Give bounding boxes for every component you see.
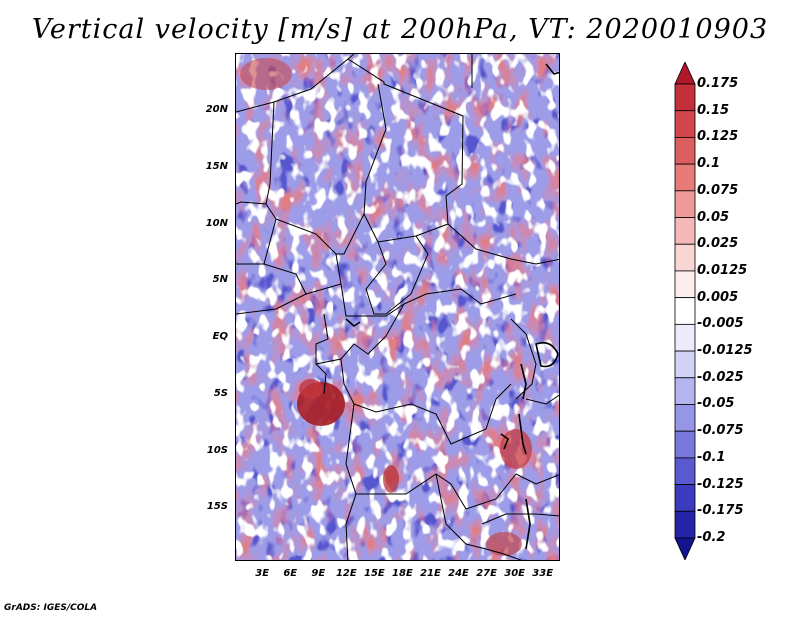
strong-updraft-patches (240, 58, 532, 556)
colorbar-tick-label: -0.125 (697, 476, 744, 492)
grads-credit: GrADS: IGES/COLA (4, 603, 98, 613)
longitude-label: 6E (283, 568, 298, 579)
colorbar-swatch (674, 377, 696, 405)
colorbar-tick-label: 0.075 (697, 182, 739, 198)
colorbar-tick-label: -0.2 (697, 530, 726, 545)
colorbar-swatch (674, 323, 696, 352)
colorbar-tick-label: 0.125 (697, 129, 739, 145)
longitude-label: 12E (335, 568, 357, 579)
colorbar-swatch (674, 190, 696, 218)
longitude-label: 18E (392, 568, 413, 579)
lakes-and-coastline (345, 63, 559, 550)
colorbar-tick-label: 0.05 (697, 209, 730, 225)
colorbar-tick-label: 0.175 (697, 76, 739, 91)
colorbar-swatch (674, 163, 696, 192)
longitude-label: 21E (420, 568, 441, 579)
latitude-label: 5N (212, 274, 228, 286)
colorbar-swatch (674, 430, 696, 459)
colorbar-swatch (674, 83, 696, 112)
latitude-label: EQ (212, 331, 228, 343)
colorbar (674, 62, 696, 560)
longitude-label: 30E (504, 568, 525, 579)
latitude-label: 10S (206, 444, 228, 456)
colorbar-swatch (674, 243, 696, 272)
colorbar-tick-label: -0.025 (697, 369, 744, 385)
longitude-label: 24E (448, 568, 469, 579)
colorbar-tick-label: 0.15 (697, 102, 730, 118)
latitude-label: 15N (205, 160, 228, 172)
longitude-label: 33E (532, 568, 554, 579)
colorbar-tick-label: -0.0125 (697, 343, 753, 359)
colorbar-swatch (674, 297, 696, 325)
colorbar-swatch (674, 537, 696, 560)
colorbar-swatch (674, 110, 696, 138)
colorbar-swatch (674, 510, 696, 539)
velocity-field-map (236, 54, 559, 560)
latitude-label: 15S (206, 501, 228, 513)
latitude-label: 5S (213, 387, 228, 399)
colorbar-swatch (674, 457, 696, 485)
colorbar-tick-label: -0.05 (697, 396, 735, 412)
colorbar-swatch (674, 137, 696, 165)
colorbar-tick-label: 0.025 (697, 236, 739, 252)
latitude-label: 20N (205, 104, 228, 116)
longitude-label: 3E (255, 568, 270, 579)
colorbar-swatch (674, 350, 696, 379)
latitude-label: 10N (205, 217, 228, 229)
colorbar-swatch (674, 62, 696, 85)
map-panel (235, 53, 560, 561)
colorbar-tick-label: -0.005 (697, 316, 744, 332)
colorbar-tick-label: 0.0125 (697, 262, 748, 278)
colorbar-swatch (674, 484, 696, 512)
colorbar-tick-label: -0.175 (697, 503, 744, 519)
chart-title: Vertical velocity [m/s] at 200hPa, VT: 2… (31, 14, 769, 45)
colorbar-tick-label: 0.005 (697, 289, 739, 305)
longitude-label: 15E (364, 568, 385, 579)
country-borders (236, 54, 559, 560)
colorbar-swatch (674, 270, 696, 299)
longitude-label: 9E (311, 568, 326, 579)
longitude-label: 27E (476, 568, 497, 579)
colorbar-swatch (674, 217, 696, 245)
colorbar-swatch (674, 404, 696, 432)
colorbar-tick-label: -0.1 (697, 449, 726, 465)
colorbar-tick-label: 0.1 (697, 156, 721, 172)
colorbar-tick-label: -0.075 (697, 423, 744, 439)
